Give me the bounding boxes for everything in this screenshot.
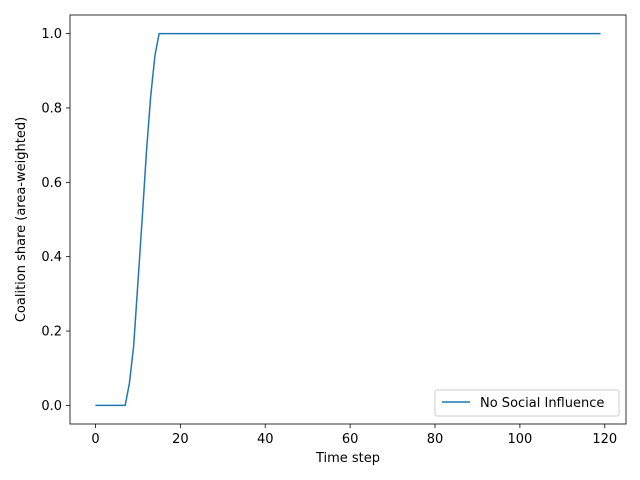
x-tick-label: 0 bbox=[91, 432, 99, 447]
x-axis-ticks: 0 20 40 60 80 100 120 bbox=[91, 424, 617, 447]
x-tick-label: 40 bbox=[257, 432, 274, 447]
x-tick-label: 80 bbox=[427, 432, 444, 447]
x-axis-label: Time step bbox=[315, 451, 380, 466]
y-tick-label: 0.2 bbox=[41, 325, 62, 340]
y-tick-label: 0.6 bbox=[41, 176, 62, 191]
x-tick-label: 60 bbox=[342, 432, 359, 447]
y-tick-label: 0.4 bbox=[41, 250, 62, 265]
legend-box bbox=[434, 389, 620, 417]
plot-area-frame bbox=[69, 14, 627, 425]
x-tick-label: 120 bbox=[592, 432, 617, 447]
series-line bbox=[95, 32, 601, 407]
plot-marks bbox=[95, 32, 601, 407]
legend-label: No Social Influence bbox=[480, 396, 604, 411]
x-tick-label: 100 bbox=[507, 432, 532, 447]
y-axis-ticks: 0.0 0.2 0.4 0.6 0.8 1.0 bbox=[41, 27, 70, 414]
y-tick-label: 1.0 bbox=[41, 27, 62, 42]
x-tick-label: 20 bbox=[172, 432, 189, 447]
legend: No Social Influence bbox=[434, 389, 620, 417]
y-tick-label: 0.8 bbox=[41, 101, 62, 116]
y-tick-label: 0.0 bbox=[41, 399, 62, 414]
y-axis-label: Coalition share (area-weighted) bbox=[14, 117, 29, 322]
